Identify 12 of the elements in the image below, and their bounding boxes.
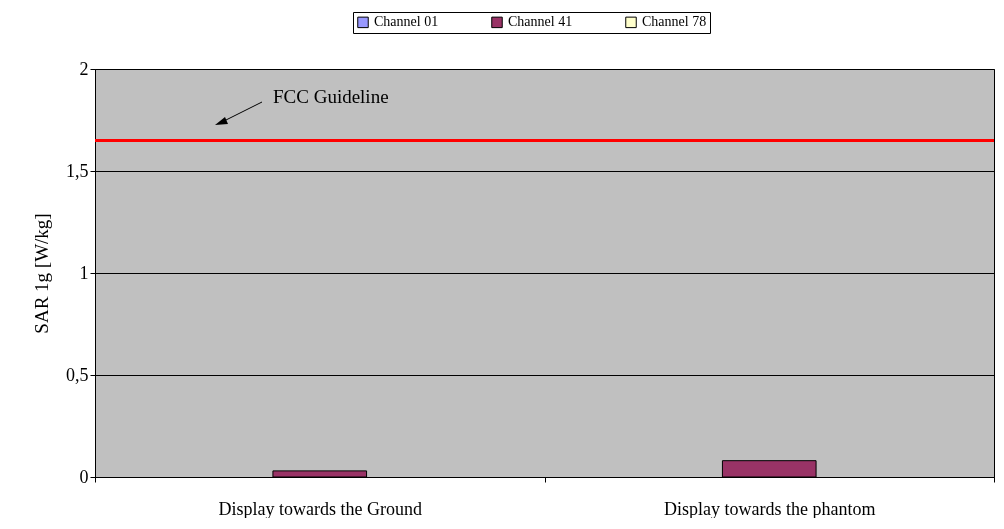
y-tick-label: 2: [79, 58, 89, 79]
ref-line-label: FCC Guideline: [273, 86, 389, 108]
legend-label: Channel 01: [374, 14, 439, 30]
y-axis-title: SAR 1g [W/kg]: [31, 213, 52, 334]
x-tick-label: Display towards the phantom: [664, 498, 876, 519]
legend-label: Channel 78: [642, 14, 707, 30]
y-tick-label: 1: [79, 262, 89, 283]
y-tick-label: 1,5: [66, 160, 89, 181]
x-tick-label: Display towards the Ground: [218, 498, 422, 519]
y-tick-label: 0,5: [66, 364, 89, 385]
y-tick-label: 0: [79, 466, 89, 487]
legend-label: Channel 41: [508, 14, 573, 30]
